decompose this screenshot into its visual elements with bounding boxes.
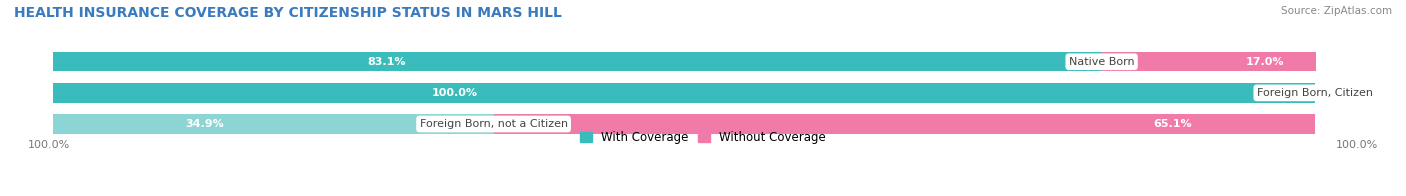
Bar (1102, 52, 1316, 71)
Text: Source: ZipAtlas.com: Source: ZipAtlas.com (1281, 6, 1392, 16)
Text: 17.0%: 17.0% (1246, 57, 1284, 67)
Text: HEALTH INSURANCE COVERAGE BY CITIZENSHIP STATUS IN MARS HILL: HEALTH INSURANCE COVERAGE BY CITIZENSHIP… (14, 6, 562, 20)
Bar (53, 83, 1315, 103)
Bar (53, 52, 1315, 71)
Text: 65.1%: 65.1% (1153, 119, 1192, 129)
Bar (494, 114, 1315, 134)
Text: Foreign Born, Citizen: Foreign Born, Citizen (1257, 88, 1372, 98)
Bar (53, 114, 1315, 134)
Bar (53, 114, 494, 134)
Legend: With Coverage, Without Coverage: With Coverage, Without Coverage (579, 131, 827, 144)
Text: 100.0%: 100.0% (1336, 140, 1378, 150)
Text: 34.9%: 34.9% (186, 119, 224, 129)
Text: Native Born: Native Born (1069, 57, 1135, 67)
Text: 100.0%: 100.0% (432, 88, 478, 98)
Text: 83.1%: 83.1% (368, 57, 406, 67)
Text: 100.0%: 100.0% (28, 140, 70, 150)
Bar (53, 83, 1315, 103)
Bar (53, 52, 1102, 71)
Text: Foreign Born, not a Citizen: Foreign Born, not a Citizen (419, 119, 568, 129)
